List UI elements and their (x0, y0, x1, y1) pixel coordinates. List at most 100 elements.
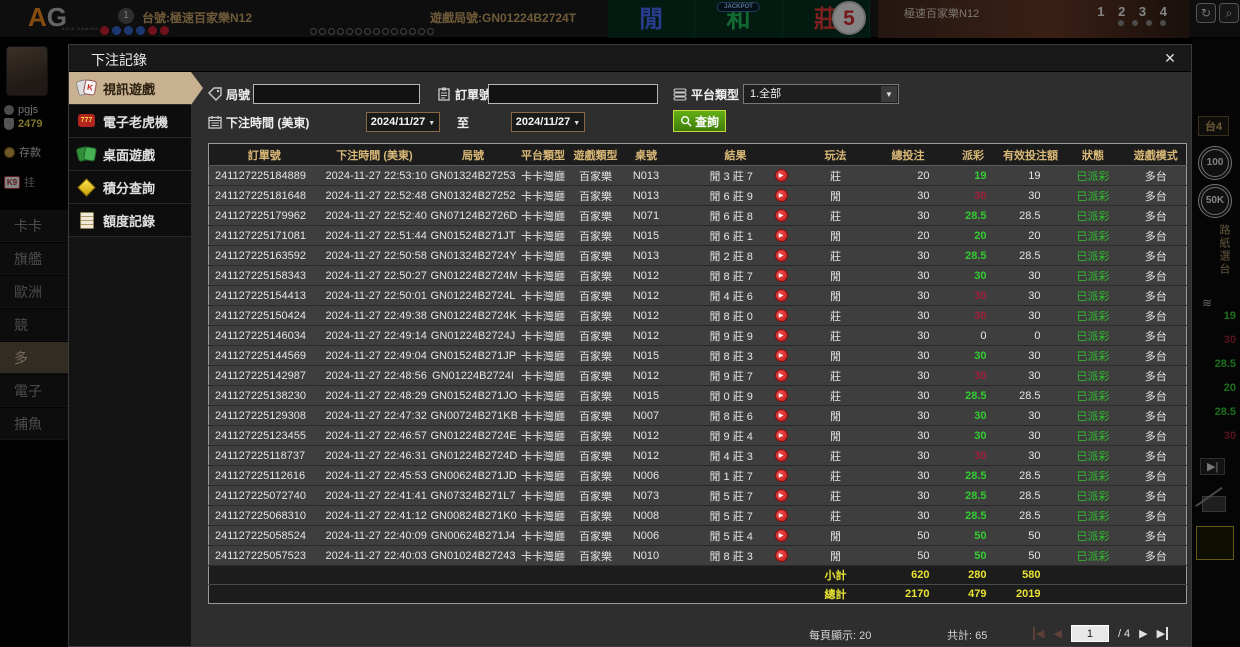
order-number-input[interactable] (488, 84, 658, 104)
tag-icon (208, 87, 222, 101)
cell-order-number: 241127225150424 (208, 305, 320, 326)
date-from-select[interactable]: 2024/11/27 (366, 112, 440, 132)
cell-result: 閒 2 莊 8 (670, 245, 801, 266)
modal-sidebar-item[interactable]: 桌面遊戲 (69, 138, 191, 171)
cell-play-type: 閒 (800, 545, 871, 566)
ag-logo: AG (28, 2, 68, 32)
query-button[interactable]: 查詢 (673, 110, 727, 132)
replay-button[interactable] (774, 269, 788, 282)
date-to-label: 至 (457, 115, 470, 130)
cell-payout: 28.5 (945, 205, 1001, 226)
replay-button[interactable] (774, 509, 788, 522)
column-header: 遊戲類型 (569, 143, 622, 166)
cell-result: 閒 3 莊 7 (670, 165, 801, 186)
cell-play-type: 閒 (800, 345, 871, 366)
modal-sidebar-item[interactable]: 積分查詢 (69, 171, 191, 204)
table-row: 241127225057523 2024-11-27 22:40:03 GN01… (208, 545, 1187, 566)
modal-sidebar-item[interactable]: 視訊遊戲 (69, 72, 203, 105)
table-row: 241127225158343 2024-11-27 22:50:27 GN01… (208, 265, 1187, 286)
cell-payout: 50 (945, 545, 1001, 566)
cell-game-type: 百家樂 (569, 485, 622, 506)
cell-table-number: N013 (621, 165, 671, 186)
modal-sidebar-item[interactable]: 額度記錄 (69, 204, 191, 237)
ag-logo-subtext: ASIA GAMING (62, 26, 100, 31)
total-row: 總計 2170 479 2019 (208, 584, 1187, 604)
cell-play-type: 莊 (800, 365, 871, 386)
first-page-icon[interactable]: ◀ (1033, 627, 1044, 640)
next-page-icon: ▶| (1200, 458, 1226, 475)
cell-bet-time: 2024-11-27 22:41:12 (319, 505, 430, 526)
close-icon[interactable]: ✕ (1164, 50, 1176, 66)
cell-game-mode: 多台 (1125, 525, 1187, 546)
chevron-down-icon: ▼ (881, 86, 897, 102)
roadmap-dots (310, 28, 434, 35)
cards-icon: K9 (4, 175, 20, 189)
date-to-select[interactable]: 2024/11/27 (511, 112, 585, 132)
cell-result: 閒 8 莊 0 (670, 305, 801, 326)
replay-button[interactable] (774, 229, 788, 242)
replay-button[interactable] (774, 349, 788, 362)
replay-button[interactable] (774, 469, 788, 482)
lobby-nav-item: 競 (0, 309, 68, 341)
replay-button[interactable] (774, 449, 788, 462)
cell-status: 已派彩 (1060, 365, 1126, 386)
recent-payout-value: 30 (1223, 334, 1236, 346)
cell-order-number: 241127225118737 (208, 445, 320, 466)
last-page-icon[interactable]: ▶ (1157, 627, 1169, 640)
cell-play-type: 閒 (800, 525, 871, 546)
result-text: 閒 6 莊 1 (709, 230, 753, 243)
replay-button[interactable] (774, 329, 788, 342)
cell-table-number: N006 (621, 465, 671, 486)
cell-order-number: 241127225068310 (208, 505, 320, 526)
prev-page-icon[interactable]: ◀ (1053, 628, 1062, 640)
column-header: 下注時間 (美東) (319, 143, 430, 166)
cell-payout: 30 (945, 265, 1001, 286)
platform-type-select[interactable]: 1.全部 ▼ (743, 84, 899, 104)
page-number-input[interactable] (1070, 625, 1109, 642)
cell-order-number: 241127225179962 (208, 205, 320, 226)
replay-button[interactable] (774, 189, 788, 202)
result-text: 閒 8 莊 6 (709, 410, 753, 423)
replay-button[interactable] (774, 409, 788, 422)
cell-status: 已派彩 (1060, 505, 1126, 526)
table-row: 241127225123455 2024-11-27 22:46:57 GN01… (208, 425, 1187, 446)
cell-total-bet: 30 (870, 405, 946, 426)
cell-round-number: GN01224B2724K (429, 305, 517, 326)
replay-button[interactable] (774, 429, 788, 442)
lobby-nav-item: 歐洲 (0, 276, 68, 308)
modal-sidebar-item[interactable]: 電子老虎機 (69, 105, 191, 138)
cell-play-type: 莊 (800, 445, 871, 466)
cell-payout: 30 (945, 345, 1001, 366)
total-payout: 479 (945, 584, 1001, 604)
subtotal-label: 小計 (800, 565, 871, 585)
cell-result: 閒 0 莊 9 (670, 385, 801, 406)
sidebar-item-label: 積分查詢 (103, 180, 156, 196)
replay-button[interactable] (774, 369, 788, 382)
cell-status: 已派彩 (1060, 185, 1126, 206)
pager: ◀ ◀ / 4 ▶ ▶ (1033, 625, 1169, 642)
table-row: 241127225154413 2024-11-27 22:50:01 GN01… (208, 285, 1187, 306)
column-header: 遊戲模式 (1125, 143, 1187, 166)
result-text: 閒 4 莊 6 (709, 290, 753, 303)
replay-button[interactable] (774, 309, 788, 322)
cell-result: 閒 9 莊 7 (670, 365, 801, 386)
replay-button[interactable] (774, 489, 788, 502)
replay-button[interactable] (774, 249, 788, 262)
lobby-nav-item: 電子 (0, 375, 68, 407)
cell-total-bet: 30 (870, 445, 946, 466)
table-badge: 台4 (1198, 116, 1230, 136)
replay-button[interactable] (774, 389, 788, 402)
replay-button[interactable] (774, 169, 788, 182)
result-text: 閒 9 莊 7 (709, 370, 753, 383)
next-page-icon[interactable]: ▶ (1139, 628, 1148, 640)
replay-button[interactable] (774, 549, 788, 562)
replay-button[interactable] (774, 529, 788, 542)
cell-bet-time: 2024-11-27 22:45:53 (319, 465, 430, 486)
clipboard-icon (438, 87, 450, 101)
cell-payout: 30 (945, 445, 1001, 466)
cell-round-number: GN01324B27253 (429, 165, 517, 186)
round-number-input[interactable] (253, 84, 420, 104)
replay-button[interactable] (774, 209, 788, 222)
replay-button[interactable] (774, 289, 788, 302)
cell-result: 閒 4 莊 3 (670, 445, 801, 466)
